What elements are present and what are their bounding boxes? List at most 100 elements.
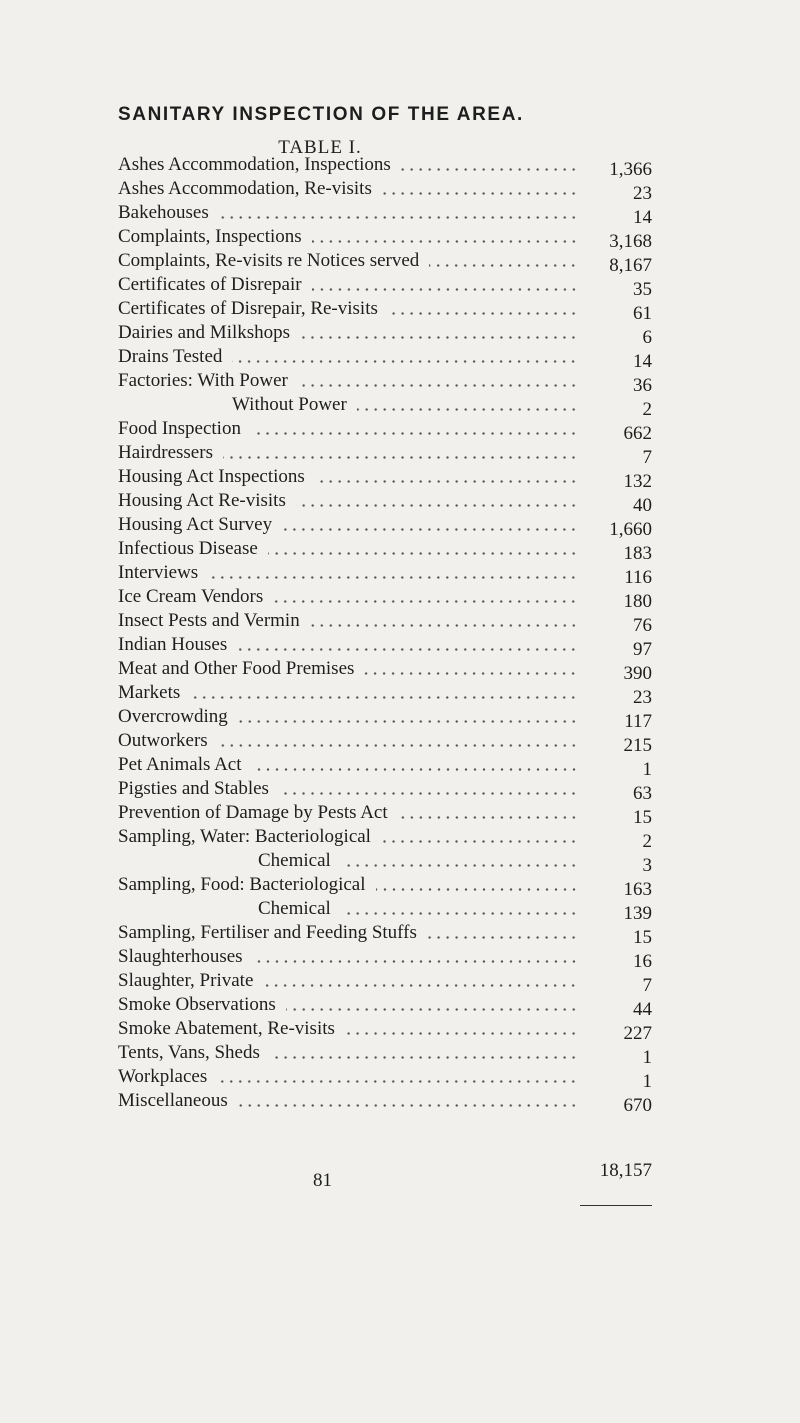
leader-dots — [311, 240, 578, 243]
row-value: 132 — [623, 471, 653, 492]
table-row: Chemical 3 — [118, 848, 652, 876]
row-value: 23 — [633, 183, 652, 204]
row-label: Drains Tested — [118, 346, 223, 367]
row-label: Certificates of Disrepair — [118, 274, 302, 295]
leader-dots — [364, 672, 578, 675]
row-value: 117 — [624, 711, 652, 732]
leader-dots — [429, 264, 578, 267]
table-row: Certificates of Disrepair, Re-visits 61 — [118, 296, 652, 324]
table-row: Slaughterhouses 16 — [118, 944, 652, 972]
page-number: 81 — [313, 1170, 332, 1191]
row-label: Overcrowding — [118, 706, 228, 727]
row-value: 1 — [642, 1071, 653, 1092]
leader-dots — [397, 816, 578, 819]
row-label: Interviews — [118, 562, 199, 583]
leader-dots — [217, 1080, 578, 1083]
table-row: Prevention of Damage by Pests Act 15 — [118, 800, 652, 828]
row-label: Housing Act Re-visits — [118, 490, 286, 511]
row-label: Housing Act Survey — [118, 514, 273, 535]
subtitle: TABLE I. — [278, 137, 362, 158]
table-row: Meat and Other Food Premises 390 — [118, 656, 652, 684]
row-value: 2 — [642, 399, 653, 420]
table-row: Drains Tested 14 — [118, 344, 652, 372]
row-value: 180 — [623, 591, 653, 612]
leader-dots — [426, 936, 578, 939]
table-row: Pet Animals Act 1 — [118, 752, 652, 780]
row-label: Slaughterhouses — [118, 946, 243, 967]
table-row: Slaughter, Private 7 — [118, 968, 652, 996]
table-row: Factories: With Power 36 — [118, 368, 652, 396]
table: Ashes Accommodation, Inspections 1,366 Ash… — [118, 152, 653, 1116]
leader-dots — [285, 1008, 578, 1011]
table-row: Sampling, Food: Bacteriological 163 — [118, 872, 652, 900]
table-row: Workplaces 1 — [118, 1064, 652, 1092]
row-value: 14 — [633, 351, 652, 372]
table-row: Hairdressers 7 — [118, 440, 652, 468]
row-label: Miscellaneous — [118, 1090, 228, 1111]
table-row: Overcrowding 117 — [118, 704, 652, 732]
leader-dots — [190, 696, 578, 699]
table-row: Bakehouses 14 — [118, 200, 652, 228]
row-value: 390 — [623, 663, 653, 684]
row-label: Sampling, Water: Bacteriological — [118, 826, 371, 847]
row-value: 183 — [623, 543, 653, 564]
leader-dots — [217, 744, 578, 747]
row-value: 1,660 — [609, 519, 652, 540]
row-label: Sampling, Fertiliser and Feeding Stuffs — [118, 922, 417, 943]
row-value: 163 — [623, 879, 653, 900]
row-value: 61 — [633, 303, 652, 324]
row-label: Smoke Abatement, Re-visits — [118, 1018, 335, 1039]
leader-dots — [387, 312, 578, 315]
row-label: Prevention of Damage by Pests Act — [118, 802, 388, 823]
leader-dots — [269, 1056, 578, 1059]
row-label: Chemical — [258, 850, 331, 871]
table-row: Smoke Observations 44 — [118, 992, 652, 1020]
leader-dots — [237, 1104, 578, 1107]
row-value: 662 — [623, 423, 653, 444]
row-value: 15 — [633, 927, 652, 948]
total: 18,157 — [599, 1160, 652, 1181]
row-value: 8,167 — [609, 255, 652, 276]
row-label: Bakehouses — [118, 202, 209, 223]
row-value: 3 — [642, 855, 653, 876]
row-label: Infectious Disease — [118, 538, 258, 559]
row-value: 1 — [642, 1047, 653, 1068]
leader-dots — [309, 624, 578, 627]
row-label: Dairies and Milkshops — [118, 322, 291, 343]
leader-dots — [222, 456, 578, 459]
leader-dots — [314, 480, 578, 483]
leader-dots — [263, 984, 578, 987]
row-value: 227 — [623, 1023, 653, 1044]
leader-dots — [381, 192, 578, 195]
row-label: Sampling, Food: Bacteriological — [118, 874, 366, 895]
row-value: 1 — [642, 759, 653, 780]
leader-dots — [250, 432, 578, 435]
row-label: Meat and Other Food Premises — [118, 658, 355, 679]
leader-dots — [252, 960, 578, 963]
leader-dots — [273, 600, 578, 603]
table-row: Housing Act Re-visits 40 — [118, 488, 652, 516]
table-row: Indian Houses 97 — [118, 632, 652, 660]
table-row: Infectious Disease 183 — [118, 536, 652, 564]
row-value: 35 — [633, 279, 652, 300]
leader-dots — [344, 1032, 578, 1035]
row-value: 1,366 — [609, 159, 652, 180]
row-label: Chemical — [258, 898, 331, 919]
row-label: Insect Pests and Vermin — [118, 610, 300, 631]
row-value: 3,168 — [609, 231, 652, 252]
row-value: 97 — [633, 639, 652, 660]
table-row: Insect Pests and Vermin 76 — [118, 608, 652, 636]
table-row: Ashes Accommodation, Inspections 1,366 — [118, 152, 652, 180]
leader-dots — [375, 888, 578, 891]
row-label: Outworkers — [118, 730, 208, 751]
table-row: Miscellaneous 670 — [118, 1088, 652, 1116]
leader-dots — [356, 408, 578, 411]
row-value: 7 — [642, 975, 653, 996]
leader-dots — [300, 336, 578, 339]
table-row: Ice Cream Vendors 180 — [118, 584, 652, 612]
table-row: Tents, Vans, Sheds 1 — [118, 1040, 652, 1068]
row-value: 6 — [642, 327, 653, 348]
row-label: Food Inspection — [118, 418, 241, 439]
leader-dots — [297, 384, 578, 387]
